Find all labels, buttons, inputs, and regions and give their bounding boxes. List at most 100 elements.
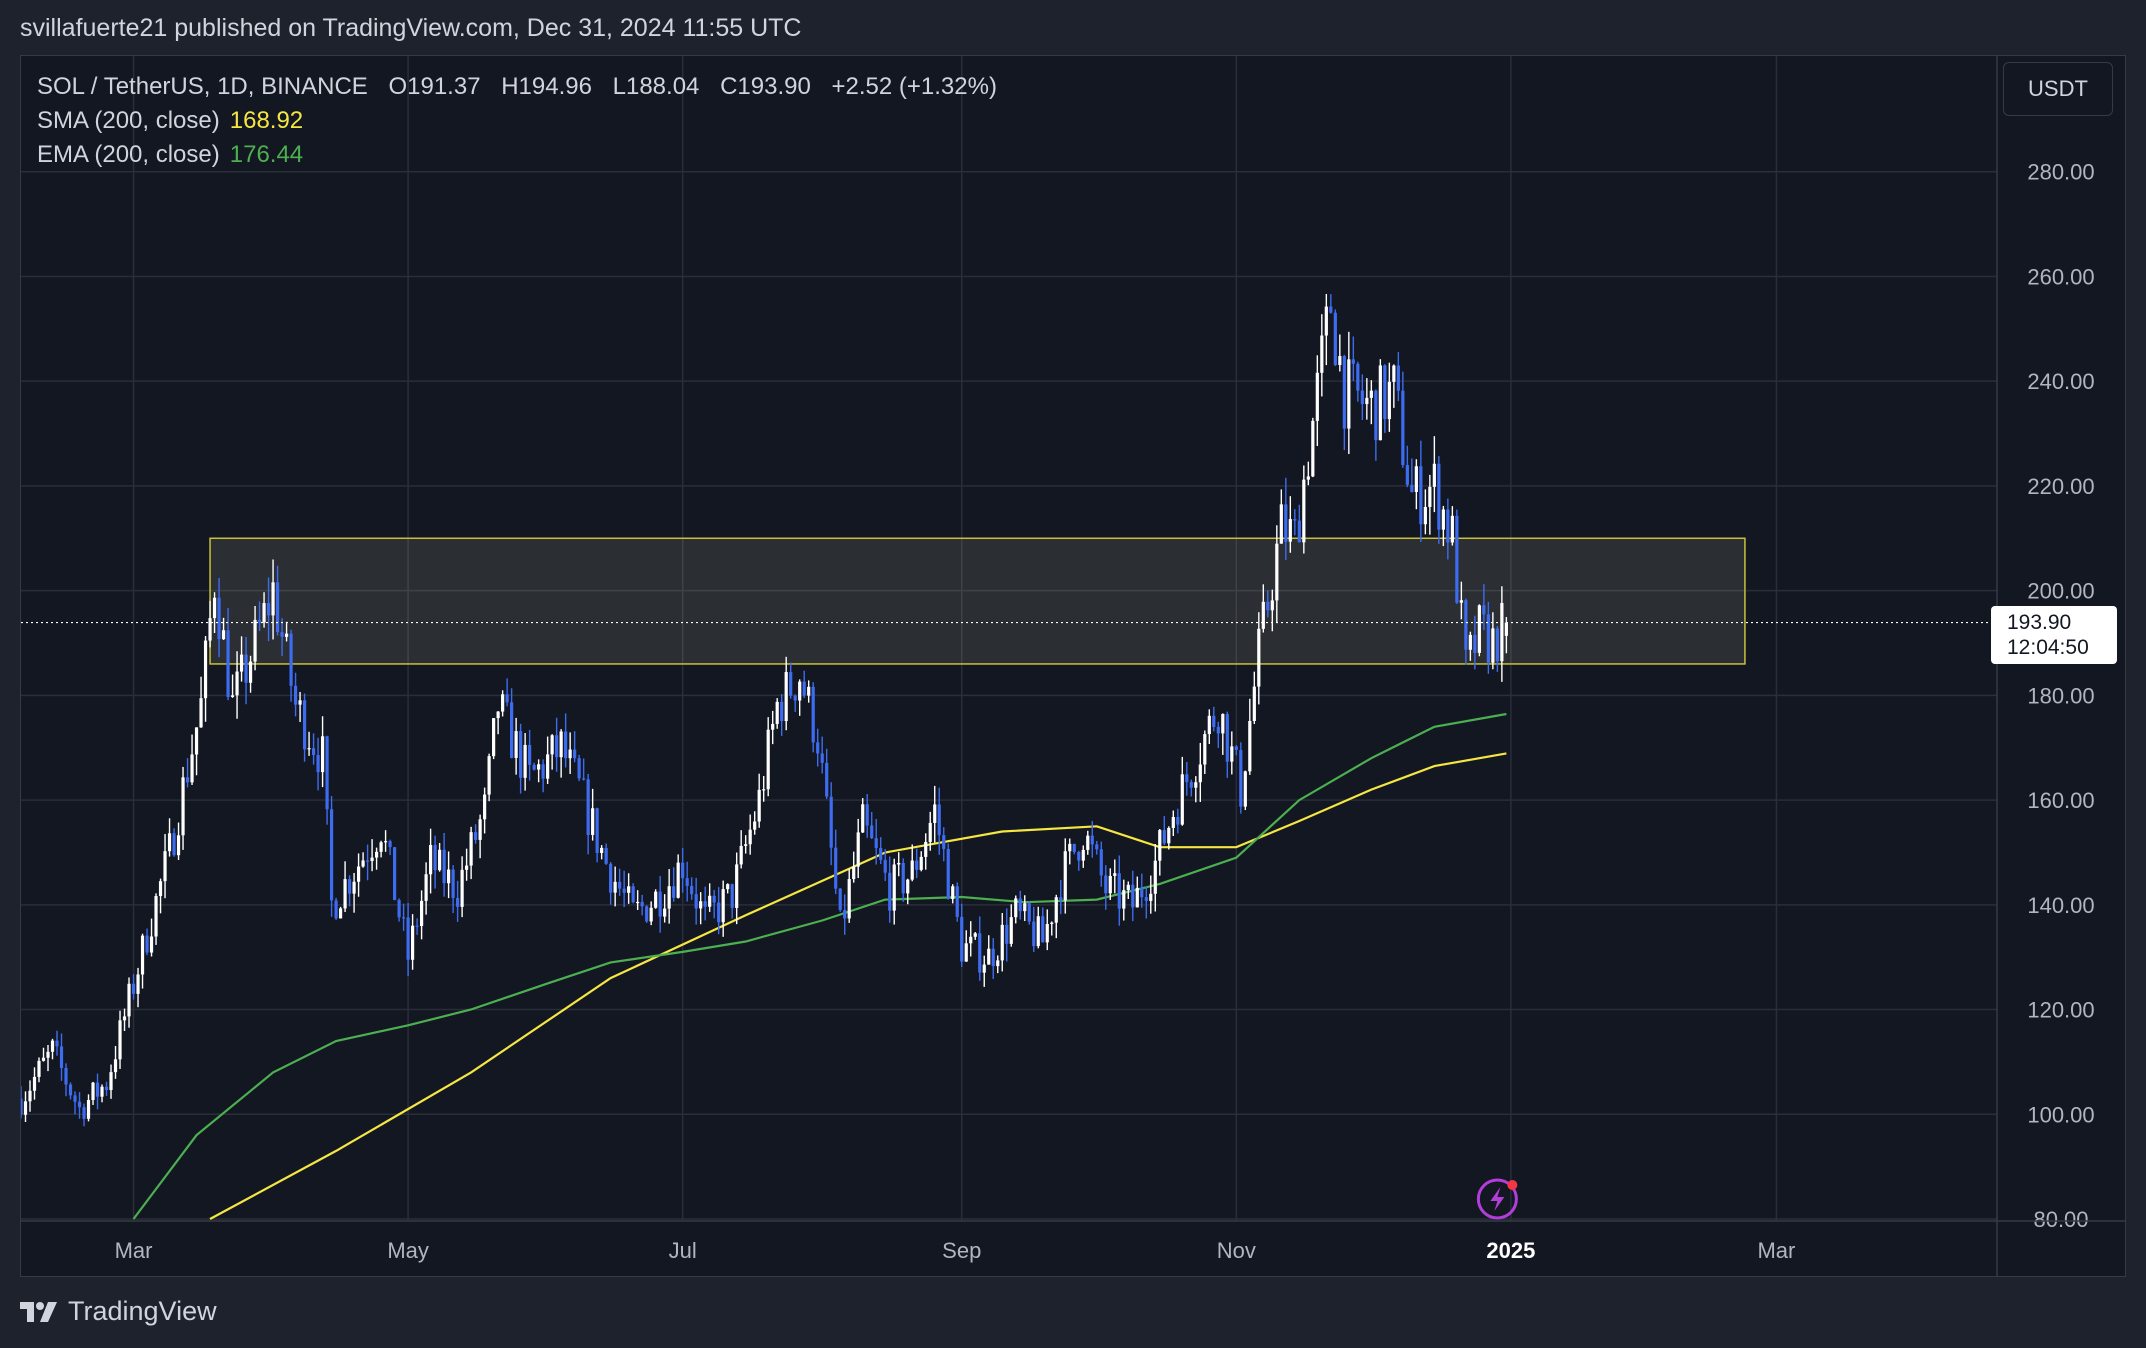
candle-body: [289, 633, 293, 686]
currency-button[interactable]: USDT: [2003, 62, 2113, 116]
candle-body: [960, 916, 964, 962]
candle-body: [1338, 356, 1342, 366]
candle-body: [1099, 849, 1103, 876]
last-price-value: 193.90: [2007, 611, 2072, 634]
candle-body: [577, 758, 581, 779]
candle-body: [1392, 365, 1396, 382]
candle-body: [1041, 916, 1045, 943]
candle-body: [1203, 734, 1207, 765]
candle-body: [676, 862, 680, 898]
candle-body: [1275, 543, 1279, 601]
candle-body: [1284, 504, 1288, 542]
candle-body: [1198, 764, 1202, 783]
candle-body: [388, 841, 392, 848]
candle-body: [559, 731, 563, 758]
candle-body: [546, 754, 550, 779]
ema-value: 176.44: [229, 141, 304, 168]
candle-body: [1167, 827, 1171, 844]
candle-body: [820, 753, 824, 763]
candle-body: [109, 1072, 113, 1091]
candle-body: [708, 895, 712, 907]
chart-frame[interactable]: SOL / TetherUS, 1D, BINANCE O191.37 H194…: [20, 55, 2126, 1277]
candle-body: [640, 901, 644, 907]
candle-body: [37, 1060, 41, 1077]
candle-body: [1018, 898, 1022, 912]
candle-body: [271, 582, 275, 616]
candle-body: [307, 748, 311, 750]
candle-body: [1302, 479, 1306, 543]
candle-body: [73, 1095, 77, 1102]
candle-body: [825, 762, 829, 797]
candle-body: [221, 630, 226, 640]
publication-caption: svillafuerte21 published on TradingView.…: [20, 14, 802, 42]
high-value: H194.96: [501, 73, 592, 100]
chart-canvas[interactable]: 280.00 260.00 240.00 220.00 200.00 180.00 160.…: [21, 56, 2125, 1276]
y-tick-label: 120.00: [2027, 998, 2094, 1023]
candle-body: [811, 686, 815, 743]
candle-body: [442, 849, 446, 884]
candle-body: [537, 764, 541, 770]
candle-body: [1347, 359, 1351, 429]
candle-body: [1356, 363, 1360, 391]
candle-body: [1473, 634, 1477, 653]
candle-body: [59, 1046, 64, 1069]
candle-body: [586, 779, 590, 835]
candle-body: [338, 908, 343, 919]
candle-body: [627, 886, 631, 893]
candle-body: [1504, 622, 1508, 636]
candle-body: [1239, 750, 1243, 807]
candle-body: [1189, 782, 1193, 788]
candle-body: [1104, 875, 1108, 894]
candle-body: [1324, 306, 1328, 336]
candle-body: [618, 881, 622, 889]
tradingview-logo[interactable]: TradingView: [20, 1296, 217, 1327]
symbol-label[interactable]: SOL / TetherUS, 1D, BINANCE: [37, 73, 368, 100]
candle-body: [1387, 381, 1391, 420]
legend-ema-row[interactable]: EMA (200, close) 176.44: [37, 138, 997, 172]
candle-body: [383, 841, 388, 843]
legend-sma-row[interactable]: SMA (200, close) 168.92: [37, 104, 997, 138]
candle-body: [1212, 715, 1216, 727]
candle-body: [329, 809, 334, 901]
candle-body: [870, 825, 874, 839]
ema-line: [132, 712, 1507, 1220]
open-value: O191.37: [388, 73, 481, 100]
candle-body: [991, 948, 995, 967]
candle-body: [1243, 771, 1247, 807]
candle-body: [1315, 372, 1319, 421]
candle-body: [496, 711, 500, 719]
candle-body: [730, 884, 734, 908]
candle-body: [352, 881, 356, 894]
candle-body: [937, 804, 941, 836]
candle-body: [1248, 720, 1252, 772]
candle-body: [636, 901, 640, 904]
candle-body: [465, 865, 469, 870]
y-tick-label: 240.00: [2027, 369, 2094, 394]
candle-body: [1261, 601, 1265, 629]
candle-body: [456, 897, 460, 907]
candle-body: [1000, 924, 1004, 961]
candle-body: [663, 908, 667, 917]
y-tick-label: 220.00: [2027, 474, 2094, 499]
candle-body: [780, 701, 784, 722]
candle-body: [1171, 817, 1175, 828]
candle-body: [1153, 860, 1157, 894]
candle-body: [1423, 506, 1427, 525]
candle-body: [1482, 605, 1486, 615]
candle-body: [1477, 605, 1481, 653]
tradingview-logo-icon: [20, 1301, 57, 1322]
candle-body: [122, 1016, 127, 1021]
candle-body: [365, 860, 370, 862]
candle-body: [203, 640, 208, 699]
sma-label: SMA (200, close): [37, 107, 220, 134]
candle-body: [244, 654, 248, 683]
y-tick-label: 100.00: [2027, 1102, 2094, 1127]
candle-body: [1095, 844, 1099, 850]
candle-body: [1149, 893, 1153, 901]
candle-body: [915, 860, 919, 870]
candle-body: [1455, 515, 1459, 603]
candle-body: [1131, 884, 1135, 908]
candle-body: [104, 1086, 109, 1091]
candle-body: [185, 777, 190, 783]
change-value: +2.52 (+1.32%): [831, 73, 997, 100]
